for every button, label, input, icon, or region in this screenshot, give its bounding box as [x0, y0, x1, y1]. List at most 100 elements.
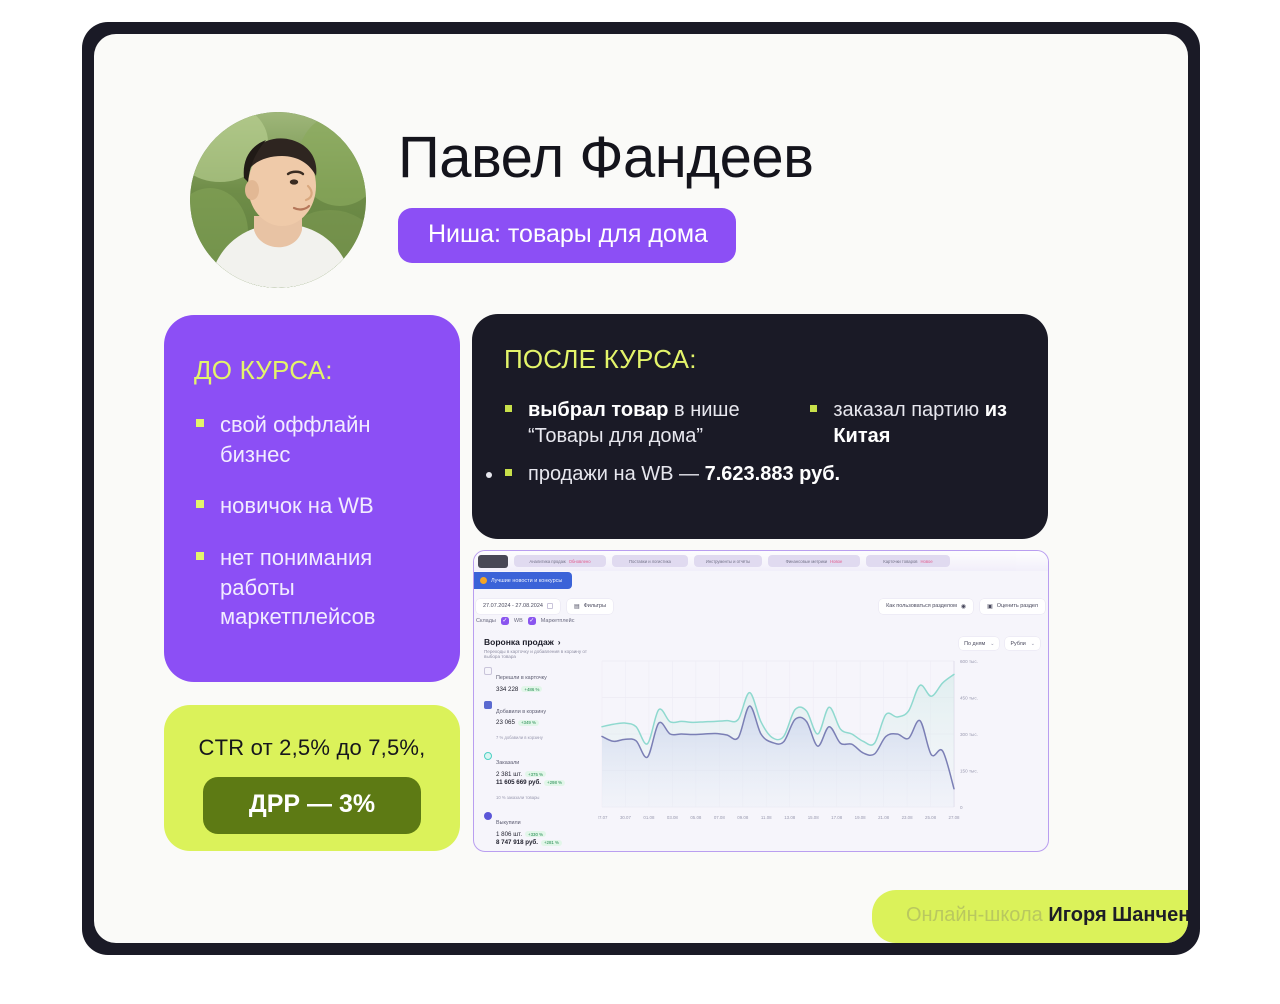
star-icon: ▣: [987, 603, 993, 610]
metric-body: Добавили в корзину 23 065 +349 % 7 % доб…: [496, 700, 546, 745]
funnel-metric[interactable]: Перешли в карточку 334 228 +486 %: [484, 666, 602, 693]
svg-text:27.08: 27.08: [949, 815, 961, 820]
dashboard-toolbar: 27.07.2024 - 27.08.2024 ▤ Фильтры Как по…: [474, 596, 1048, 616]
funnel-title-row[interactable]: Воронка продаж ›: [484, 637, 602, 647]
svg-text:27.07: 27.07: [598, 815, 608, 820]
list-item: продажи на WB — 7.623.883 руб.: [504, 461, 1020, 487]
svg-text:450 тыс.: 450 тыс.: [960, 695, 978, 700]
svg-text:13.08: 13.08: [784, 815, 796, 820]
svg-text:600 тыс.: 600 тыс.: [960, 659, 978, 664]
bell-icon: [480, 577, 487, 584]
tab-badge: Обновлено: [568, 558, 591, 564]
svg-text:15.08: 15.08: [808, 815, 820, 820]
svg-text:19.08: 19.08: [855, 815, 867, 820]
sales-funnel-panel: Воронка продаж › Переходы в карточку и д…: [484, 637, 602, 851]
metric-badge: +375 %: [525, 771, 547, 777]
footer-light-text: Онлайн-школа: [906, 904, 1049, 926]
svg-text:300 тыс.: 300 тыс.: [960, 732, 978, 737]
dashboard-tab[interactable]: Финансовые метрики Новое: [768, 555, 860, 567]
metric-label: Перешли в карточку: [496, 675, 547, 681]
funnel-line-chart: 600 тыс. 450 тыс. 300 тыс. 150 тыс. 0 27.07 3…: [598, 655, 1002, 835]
chart-y-axis: 600 тыс. 450 тыс. 300 тыс. 150 тыс. 0: [960, 659, 978, 810]
after-course-title: ПОСЛЕ КУРСА:: [504, 344, 697, 374]
svg-text:150 тыс.: 150 тыс.: [960, 768, 978, 773]
period-dropdown[interactable]: По дням ⌄: [959, 637, 1000, 650]
after-course-card: ПОСЛЕ КУРСА: выбрал товар в нише “Товары…: [472, 314, 1048, 539]
checkbox-marketplace[interactable]: ✓: [527, 617, 536, 625]
metric-value-row: 2 381 шт. +375 %: [496, 771, 565, 778]
checkbox-wb[interactable]: ✓: [500, 617, 509, 625]
tab-badge: Новое: [920, 558, 933, 564]
news-banner[interactable]: Лучшие новости и конкурсы: [474, 572, 573, 589]
calendar-icon: [546, 603, 553, 609]
list-item: новичок на WB: [194, 491, 434, 521]
metric-label: Добавили в корзину: [496, 708, 547, 715]
tab-label: Финансовые метрики: [785, 558, 828, 564]
metric-value: 334 228: [496, 685, 519, 693]
metric-value-row-2: 11 605 669 руб. +298 %: [496, 779, 566, 786]
item-plain: продажи на WB —: [528, 463, 705, 485]
svg-text:0: 0: [960, 805, 963, 810]
chevron-down-icon: ⌄: [1030, 640, 1035, 647]
after-course-list-wide: продажи на WB — 7.623.883 руб.: [504, 461, 1020, 487]
filter-icon: ▤: [573, 603, 580, 610]
metric-value-money: 8 747 918 руб.: [496, 839, 538, 846]
tab-label: Поставки и логистика: [629, 558, 671, 564]
question-circle-icon: ◉: [960, 603, 967, 610]
funnel-subtitle: Переходы в карточку и добавления в корзи…: [484, 649, 587, 659]
rate-section-button[interactable]: ▣ Оценить раздел: [980, 598, 1045, 614]
tab-label: Карточки товаров: [883, 558, 918, 564]
news-banner-label: Лучшие новости и конкурсы: [491, 577, 563, 584]
dashboard-tab[interactable]: Инструменты и отчёты: [694, 555, 762, 567]
before-course-card: ДО КУРСА: свой оффлайн бизнес новичок на…: [164, 315, 460, 682]
checkbox-wb-label: WB: [513, 618, 523, 624]
drr-badge: ДРР — 3%: [202, 777, 422, 834]
tab-label: Аналитика продаж: [529, 558, 566, 564]
metric-marker-icon: [484, 812, 492, 820]
metric-marker-icon: [484, 700, 492, 709]
currency-dropdown[interactable]: Рубли ⌄: [1005, 637, 1040, 650]
svg-text:17.08: 17.08: [831, 815, 843, 820]
ctr-card: CTR от 2,5% до 7,5%, ДРР — 3%: [164, 705, 460, 851]
currency-dropdown-value: Рубли: [1010, 640, 1026, 647]
checkbox-marketplace-label: Маркетплейс: [540, 618, 575, 624]
metric-value: 1 806 шт.: [496, 830, 523, 838]
item-bold: 7.623.883 руб.: [704, 463, 841, 485]
chart-series: [601, 673, 955, 807]
chevron-down-icon: ⌄: [990, 640, 995, 647]
ctr-text: CTR от 2,5% до 7,5%,: [198, 735, 426, 760]
svg-text:21.08: 21.08: [878, 815, 890, 820]
after-course-list-right: заказал партию из Китая: [809, 397, 1020, 465]
item-bold: из Китая: [833, 399, 1007, 447]
funnel-metric[interactable]: Заказали 2 381 шт. +375 % 11 605 669 руб…: [484, 751, 602, 804]
metric-marker-icon: [484, 667, 492, 675]
metric-value-row: 334 228 +486 %: [496, 686, 547, 693]
item-plain: заказал партию: [833, 399, 985, 421]
list-item: заказал партию из Китая: [809, 397, 1020, 449]
metric-marker-icon: [484, 752, 492, 760]
filters-label: Фильтры: [583, 603, 607, 609]
metric-badge: +349 %: [517, 719, 539, 726]
metric-label: Выкупили: [496, 820, 521, 826]
metric-value-row-2: 8 747 918 руб. +281 %: [496, 839, 562, 846]
funnel-metric[interactable]: Выкупили 1 806 шт. +330 % 8 747 918 руб.…: [484, 811, 602, 851]
period-dropdown-value: По дням: [964, 640, 986, 647]
dashboard-tabbar: Аналитика продаж Обновлено Поставки и ло…: [474, 551, 1048, 571]
dashboard-tab[interactable]: Поставки и логистика: [612, 555, 688, 567]
outer-frame: Павел Фандеев Ниша: товары для дома ДО К…: [82, 22, 1200, 955]
metric-badge-2: +281 %: [540, 839, 562, 846]
filters-button[interactable]: ▤ Фильтры: [566, 598, 614, 614]
help-button[interactable]: Как пользоваться разделом ◉: [879, 598, 974, 614]
metric-body: Выкупили 1 806 шт. +330 % 8 747 918 руб.…: [496, 811, 562, 851]
logo-icon: [478, 554, 508, 568]
svg-text:09.08: 09.08: [737, 815, 749, 820]
filters-prefix: Склады: [476, 618, 496, 624]
help-label: Как пользоваться разделом: [886, 603, 957, 609]
dashboard-tab[interactable]: Карточки товаров Новое: [866, 555, 950, 567]
funnel-metric[interactable]: Добавили в корзину 23 065 +349 % 7 % доб…: [484, 700, 602, 745]
date-range-picker[interactable]: 27.07.2024 - 27.08.2024: [476, 598, 560, 614]
metric-body: Заказали 2 381 шт. +375 % 11 605 669 руб…: [496, 751, 566, 804]
before-course-title: ДО КУРСА:: [194, 355, 333, 385]
metric-badge: +486 %: [521, 686, 543, 692]
dashboard-tab[interactable]: Аналитика продаж Обновлено: [514, 555, 606, 567]
